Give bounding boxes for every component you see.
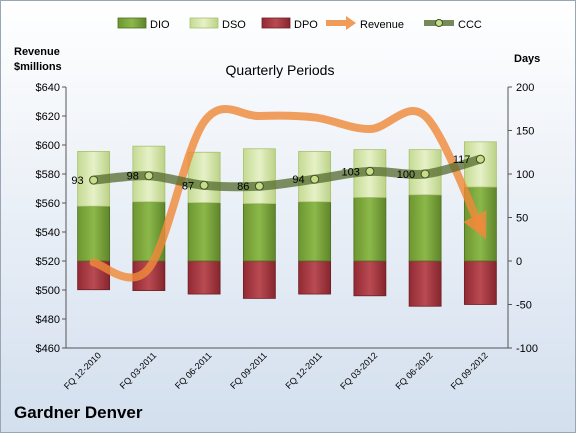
dpo-bar xyxy=(242,260,276,299)
left-tick-label: $620 xyxy=(36,111,60,123)
dio-bar xyxy=(187,202,221,262)
left-tick-label: $500 xyxy=(36,285,60,297)
left-tick-label: $520 xyxy=(36,256,60,268)
ccc-marker xyxy=(475,154,485,164)
chart-title: Quarterly Periods xyxy=(226,62,335,78)
dso-bar xyxy=(242,148,276,204)
ccc-data-label: 100 xyxy=(397,169,415,181)
right-axis-label: Days xyxy=(514,53,540,65)
legend-label-dso: DSO xyxy=(222,19,246,31)
ccc-data-label: 98 xyxy=(127,171,139,183)
legend-revenue-arrowhead xyxy=(346,16,356,30)
ccc-series: 93 98 87 86 94 103 100 117 xyxy=(71,154,485,193)
company-name: Gardner Denver xyxy=(14,403,143,422)
ccc-marker xyxy=(199,180,209,190)
left-tick-label: $580 xyxy=(36,169,60,181)
ccc-data-label: 93 xyxy=(71,175,83,187)
dso-bar xyxy=(187,151,221,204)
left-axis-label-line1: Revenue xyxy=(14,46,60,58)
legend-swatch-dpo xyxy=(261,17,291,29)
right-tick-label: -100 xyxy=(516,343,538,355)
axes: $460 $480 $500 $520 $540 $560 $580 $600 $620 $640… xyxy=(36,82,539,355)
left-tick-label: $600 xyxy=(36,140,60,152)
left-tick-label: $480 xyxy=(36,314,60,326)
ccc-data-label: 103 xyxy=(342,166,360,178)
right-tick-label: -50 xyxy=(516,300,532,312)
ccc-marker xyxy=(365,166,375,176)
dio-bar xyxy=(408,194,442,262)
ccc-marker xyxy=(310,174,320,184)
legend-ccc-marker xyxy=(435,19,443,27)
left-tick-label: $540 xyxy=(36,227,60,239)
legend-label-dpo: DPO xyxy=(294,19,318,31)
dio-bar xyxy=(298,201,332,262)
ccc-marker xyxy=(144,171,154,181)
left-axis-label-line2: $millions xyxy=(14,61,62,73)
ccc-line xyxy=(89,154,485,192)
ccc-marker xyxy=(254,181,264,191)
legend: DIO DSO DPO Revenue CCC xyxy=(117,16,482,31)
dpo-bar xyxy=(408,260,442,307)
legend-swatch-dio xyxy=(117,17,147,29)
dpo-bar xyxy=(298,260,332,295)
dpo-bar xyxy=(187,260,221,295)
legend-label-dio: DIO xyxy=(150,19,170,31)
dio-bar xyxy=(242,203,276,262)
left-tick-label: $640 xyxy=(36,82,60,94)
ccc-marker xyxy=(420,169,430,179)
legend-label-ccc: CCC xyxy=(458,19,482,31)
legend-label-revenue: Revenue xyxy=(360,19,404,31)
right-tick-label: 200 xyxy=(516,82,534,94)
revenue-line xyxy=(89,105,487,282)
right-tick-label: 100 xyxy=(516,169,534,181)
legend-swatch-dso xyxy=(189,17,219,29)
ccc-data-label: 87 xyxy=(182,180,194,192)
ccc-data-label: 86 xyxy=(237,181,249,193)
dpo-bar xyxy=(463,260,497,305)
ccc-marker xyxy=(89,175,99,185)
right-tick-label: 150 xyxy=(516,126,534,138)
left-tick-label: $560 xyxy=(36,198,60,210)
right-tick-label: 50 xyxy=(516,213,528,225)
dio-bar xyxy=(77,205,111,262)
revenue-series xyxy=(89,105,487,282)
left-tick-label: $460 xyxy=(36,343,60,355)
ccc-data-label: 94 xyxy=(292,174,304,186)
dio-bar xyxy=(353,197,387,262)
ccc-data-label: 117 xyxy=(453,154,471,166)
right-tick-label: 0 xyxy=(516,256,522,268)
dpo-bar xyxy=(353,260,387,297)
